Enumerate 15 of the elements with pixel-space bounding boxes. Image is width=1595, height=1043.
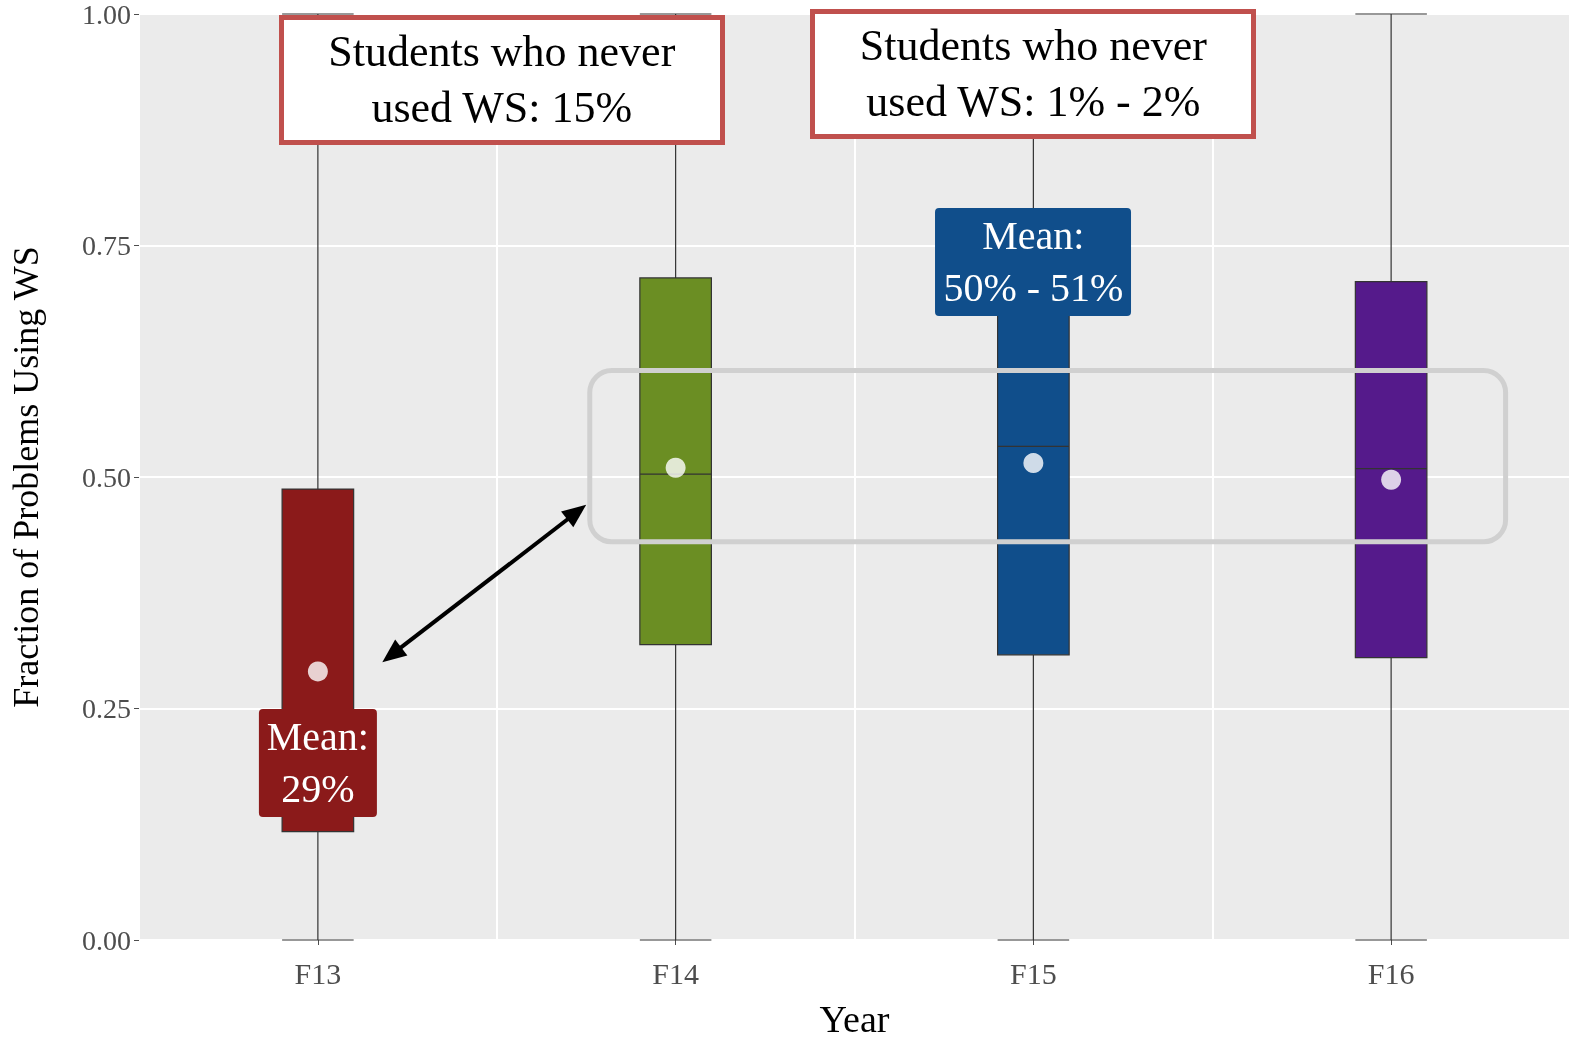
y-tick-label: 0.75 bbox=[82, 230, 131, 261]
x-axis-title: Year bbox=[819, 998, 890, 1040]
x-tick-label: F14 bbox=[652, 956, 699, 990]
y-tick-label: 0.50 bbox=[82, 461, 131, 493]
x-tick-label: F15 bbox=[1010, 956, 1057, 990]
annotation: Mean: 50% - 51% bbox=[935, 208, 1132, 317]
annotation: Students who never used WS: 15% bbox=[278, 15, 725, 146]
y-tick-label: 0.00 bbox=[82, 924, 131, 956]
y-tick-label: 0.25 bbox=[82, 693, 131, 724]
y-tick-label: 1.00 bbox=[82, 0, 131, 30]
annotation: Students who never used WS: 1% - 2% bbox=[810, 9, 1257, 140]
annotation: Mean: 29% bbox=[258, 708, 377, 817]
y-axis-title: Fraction of Problems Using WS bbox=[6, 246, 46, 708]
x-tick-label: F16 bbox=[1367, 956, 1415, 990]
x-tick-label: F13 bbox=[294, 956, 342, 990]
